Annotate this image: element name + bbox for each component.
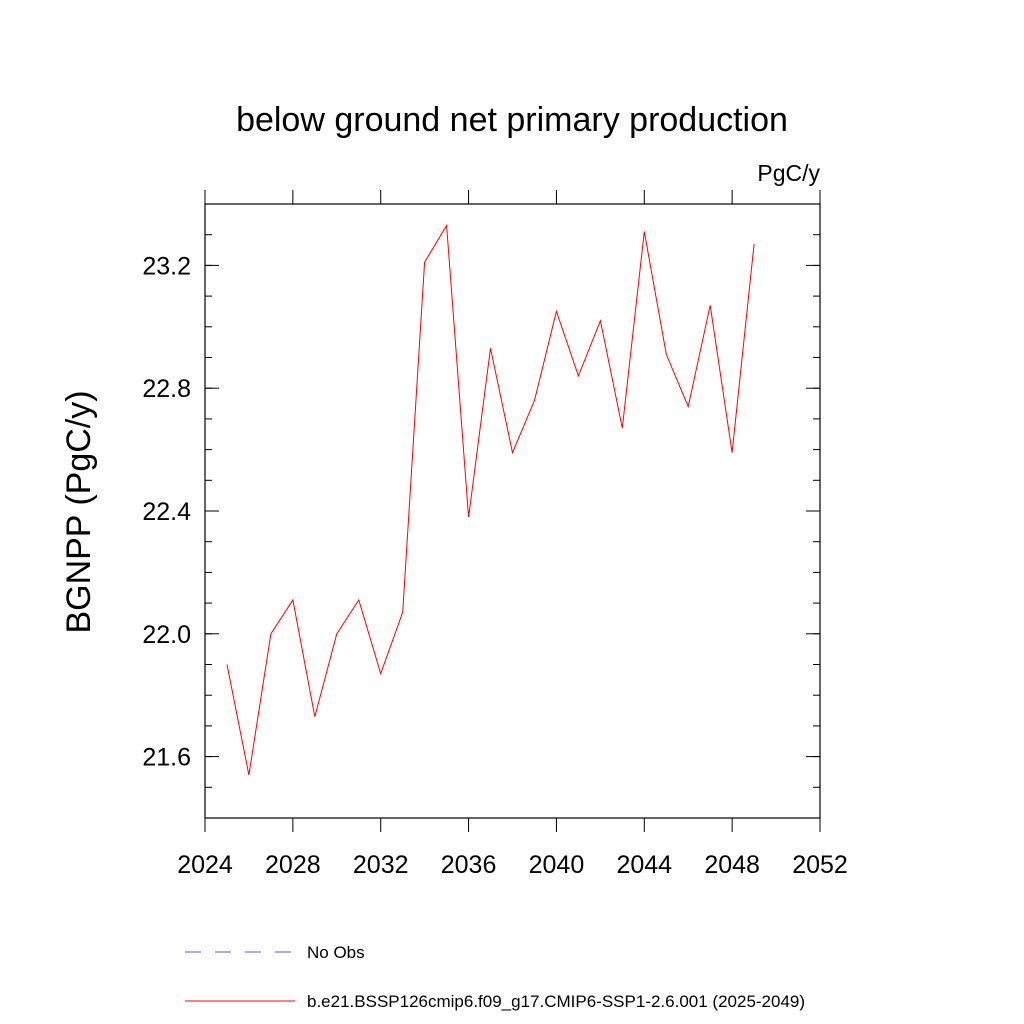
tick-labels: 2024 2028 2032 2036 2040 2044 2048 2052 21.6 22.0… [142, 252, 847, 879]
legend: No Obs b.e21.BSSP126cmip6.f09_g17.CMIP6-… [185, 943, 805, 1011]
x-tick-label: 2040 [529, 851, 585, 879]
axis-ticks [204, 190, 821, 832]
units-label: PgC/y [757, 160, 820, 186]
y-axis-label: BGNPP (PgC/y) [60, 390, 98, 633]
x-tick-label: 2032 [353, 851, 409, 879]
y-tick-label: 21.6 [142, 744, 191, 772]
y-tick-label: 23.2 [142, 252, 191, 280]
series-layer [226, 223, 755, 776]
x-tick-label: 2036 [441, 851, 497, 879]
x-tick-label: 2028 [265, 851, 321, 879]
y-tick-label: 22.0 [142, 621, 191, 649]
plot-frame [204, 203, 821, 819]
series-line [226, 223, 755, 776]
chart-title: below ground net primary production [236, 101, 788, 139]
legend-label-model: b.e21.BSSP126cmip6.f09_g17.CMIP6-SSP1-2.… [307, 992, 805, 1011]
x-tick-label: 2052 [792, 851, 848, 879]
legend-label-no-obs: No Obs [307, 943, 365, 962]
y-tick-label: 22.4 [142, 498, 191, 526]
x-tick-label: 2024 [177, 851, 233, 879]
y-tick-label: 22.8 [142, 375, 191, 403]
x-tick-label: 2048 [704, 851, 760, 879]
x-tick-label: 2044 [616, 851, 672, 879]
